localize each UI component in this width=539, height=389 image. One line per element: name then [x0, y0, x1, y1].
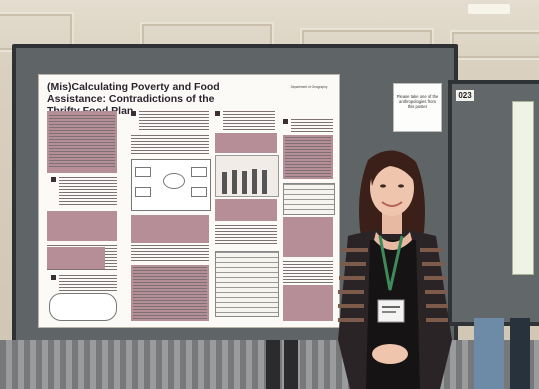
flowchart-node — [191, 167, 207, 177]
note-card-text: Please take one of the anthropologies fr… — [396, 94, 439, 110]
poster-text — [131, 245, 209, 263]
ceiling-light — [468, 4, 510, 14]
handout-note-card: Please take one of the anthropologies fr… — [393, 83, 442, 132]
poster-authors: Department of Geography — [290, 85, 328, 89]
flowchart-node — [135, 167, 151, 177]
poster-text — [285, 137, 331, 177]
poster-text — [49, 115, 115, 169]
section-number — [131, 111, 136, 116]
poster-bar-chart — [215, 155, 279, 197]
adjacent-poster — [512, 101, 534, 275]
section-number — [283, 119, 288, 124]
poster-section — [47, 247, 105, 269]
section-number — [51, 275, 56, 280]
chart-bar — [222, 172, 227, 194]
poster-text — [131, 135, 209, 155]
background-attendee-legs — [474, 318, 530, 389]
poster-text — [59, 177, 117, 207]
poster-text — [133, 267, 207, 319]
board-number-label: 023 — [456, 90, 474, 101]
poster-text — [223, 111, 275, 131]
poster-section — [215, 133, 277, 153]
poster-text — [139, 111, 209, 131]
poster-text — [59, 275, 117, 291]
poster-diagram — [49, 293, 117, 321]
flowchart-node — [135, 187, 151, 197]
poster-text — [291, 119, 333, 133]
research-poster: (Mis)Calculating Poverty and Food Assist… — [38, 74, 340, 328]
poster-section — [47, 211, 117, 241]
poster-table — [283, 183, 335, 215]
presenter — [338, 150, 452, 389]
poster-table — [215, 251, 279, 317]
section-number — [215, 111, 220, 116]
poster-text — [283, 261, 333, 283]
background-attendee-legs — [266, 340, 298, 389]
chart-bar — [242, 171, 247, 194]
flowchart-node — [163, 173, 185, 189]
chart-bar — [262, 170, 267, 194]
poster-text — [215, 225, 277, 245]
wall-panel — [450, 30, 539, 60]
poster-section — [131, 215, 209, 243]
poster-section — [215, 199, 277, 221]
chart-bar — [232, 170, 237, 194]
chart-bar — [252, 169, 257, 194]
poster-section — [283, 217, 333, 257]
flowchart-node — [191, 187, 207, 197]
poster-section — [283, 285, 333, 321]
section-number — [51, 177, 56, 182]
